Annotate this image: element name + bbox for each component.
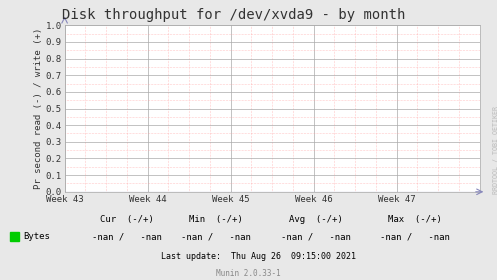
Text: Munin 2.0.33-1: Munin 2.0.33-1: [216, 269, 281, 277]
Text: Min  (-/+): Min (-/+): [189, 215, 243, 224]
Text: -nan /   -nan: -nan / -nan: [92, 232, 162, 241]
Text: Bytes: Bytes: [23, 232, 50, 241]
Y-axis label: Pr second read (-) / write (+): Pr second read (-) / write (+): [34, 28, 43, 189]
Text: -nan /   -nan: -nan / -nan: [281, 232, 350, 241]
Text: -nan /   -nan: -nan / -nan: [181, 232, 251, 241]
Text: Max  (-/+): Max (-/+): [388, 215, 442, 224]
Text: Avg  (-/+): Avg (-/+): [289, 215, 342, 224]
Text: RRDTOOL / TOBI OETIKER: RRDTOOL / TOBI OETIKER: [493, 106, 497, 194]
Text: -nan /   -nan: -nan / -nan: [380, 232, 450, 241]
Text: Cur  (-/+): Cur (-/+): [100, 215, 154, 224]
Text: Last update:  Thu Aug 26  09:15:00 2021: Last update: Thu Aug 26 09:15:00 2021: [161, 252, 356, 261]
Text: Disk throughput for /dev/xvda9 - by month: Disk throughput for /dev/xvda9 - by mont…: [62, 8, 405, 22]
